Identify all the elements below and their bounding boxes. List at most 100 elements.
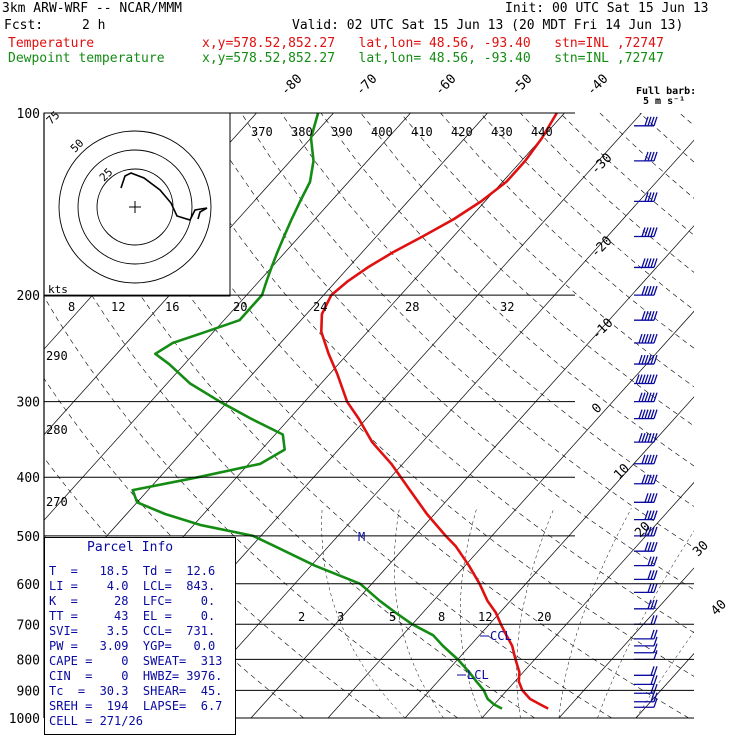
wind-barb	[634, 392, 658, 403]
hodograph-ring	[77, 149, 193, 265]
wind-barb	[634, 374, 658, 385]
wind-barb-flag	[647, 192, 652, 202]
dry-adiabat	[201, 113, 694, 591]
dewpoint-line	[131, 112, 503, 710]
theta-label: 430	[491, 125, 513, 139]
isotherm-line	[713, 113, 740, 718]
wind-barb-flag	[650, 258, 655, 268]
wind-barb-flag	[650, 151, 655, 162]
dry-adiabat	[240, 113, 694, 549]
moist-adiabat	[597, 530, 694, 718]
wind-barb	[634, 526, 658, 537]
wind-barb-flag	[653, 374, 658, 384]
mixing-ratio-label: 32	[500, 300, 514, 314]
pressure-tick-label: 700	[17, 618, 40, 633]
wind-barb-flag	[650, 570, 655, 580]
wind-barb-flag	[650, 692, 655, 702]
wind-barb-flag	[644, 510, 649, 520]
wind-barb-flag	[641, 409, 646, 419]
wind-barb-flag	[650, 615, 655, 625]
wind-barb-flag	[644, 227, 649, 237]
wind-barb-flag	[653, 698, 658, 708]
wind-barb-flag	[647, 227, 652, 237]
wind-barb-flag	[647, 454, 652, 464]
ccl-label: CCL	[490, 629, 512, 643]
wind-barb	[634, 541, 658, 552]
wind-barb-flag	[653, 599, 658, 610]
moist-adiabat	[394, 508, 444, 718]
moist-adiabat	[558, 508, 632, 718]
parcel-row: TT = 43 EL = 0.	[49, 609, 216, 623]
isotherm-label: 10	[611, 461, 633, 483]
wind-barb-flag	[647, 583, 652, 593]
theta-label: 270	[46, 495, 68, 509]
wind-barb-flag	[650, 493, 655, 503]
wind-barb-flag	[638, 409, 643, 419]
isotherm-line	[173, 139, 694, 718]
wind-barb-flag	[650, 675, 655, 685]
mixing-ratio-label: 24	[313, 300, 327, 314]
wind-barb	[634, 258, 658, 269]
wind-barb-flag	[644, 526, 649, 537]
pressure-tick-label: 1000	[9, 712, 40, 727]
wind-barb-flag	[641, 310, 646, 321]
pressure-tick-label: 300	[17, 396, 40, 411]
wind-barb	[634, 510, 658, 521]
wind-barb-flag	[653, 227, 658, 237]
wind-barb-flag	[644, 541, 649, 552]
wind-barb	[634, 643, 658, 654]
theta-label: 410	[411, 125, 433, 139]
wind-barb-flag	[647, 285, 652, 296]
wind-barb-flag	[644, 474, 649, 484]
wind-barb-flag	[644, 333, 649, 344]
wind-barb-flag	[638, 333, 643, 344]
isotherm-label: 0	[589, 401, 605, 417]
wind-barb	[634, 666, 658, 676]
wind-barb-flag	[653, 643, 658, 653]
wind-barb-flag	[650, 432, 655, 443]
dry-adiabat	[440, 113, 694, 349]
wind-barb-flag	[650, 310, 655, 321]
mixing-ratio-label: 16	[165, 300, 179, 314]
wind-barb-flag	[650, 526, 655, 537]
parcel-row: T = 18.5 Td = 12.6	[49, 564, 216, 578]
wind-barb-flag	[641, 474, 646, 484]
wind-barb-flag	[653, 541, 658, 552]
isotherm-label: 40	[708, 597, 730, 619]
isotherm-label: -20	[588, 234, 615, 261]
wind-barb-flag	[653, 354, 658, 365]
wind-barb	[634, 493, 658, 503]
dry-adiabat	[599, 113, 694, 199]
isotherm-label: -40	[584, 72, 611, 99]
wind-barb	[634, 599, 658, 610]
wind-barb	[634, 474, 658, 485]
parcel-row: Tc = 30.3 SHEAR= 45.	[49, 684, 223, 698]
wind-barb-flag	[644, 454, 649, 464]
wind-barb-flag	[641, 227, 646, 237]
parcel-row: LI = 4.0 LCL= 843.	[49, 579, 216, 593]
wind-barb	[634, 409, 658, 420]
wind-barb	[634, 692, 658, 703]
dry-adiabat	[559, 113, 694, 236]
wind-barb	[634, 192, 658, 203]
wind-barb-flag	[644, 409, 649, 419]
pressure-tick-label: 800	[17, 653, 40, 668]
barb-legend-value: 5 m s⁻¹	[643, 96, 685, 107]
dry-adiabat	[679, 113, 694, 126]
isotherm-label: -30	[588, 151, 615, 178]
wind-barb-flag	[653, 432, 658, 443]
wind-barb-flag	[653, 310, 658, 321]
pressure-tick-label: 900	[17, 684, 40, 699]
theta-label: 290	[46, 349, 68, 363]
isotherm-line	[44, 113, 488, 607]
wind-barb-flag	[650, 374, 655, 384]
wind-barb-flag	[653, 556, 658, 566]
temperature-location: x,y=578.52,852.27 lat,lon= 48.56, -93.40…	[202, 36, 664, 51]
wind-barb-flag	[647, 570, 652, 580]
temperature-legend: Temperature	[8, 36, 95, 51]
wind-barb-flag	[653, 636, 658, 647]
hodograph-trace	[120, 172, 208, 221]
wind-barb-flag	[653, 258, 658, 268]
isotherm-label: -80	[278, 72, 305, 99]
